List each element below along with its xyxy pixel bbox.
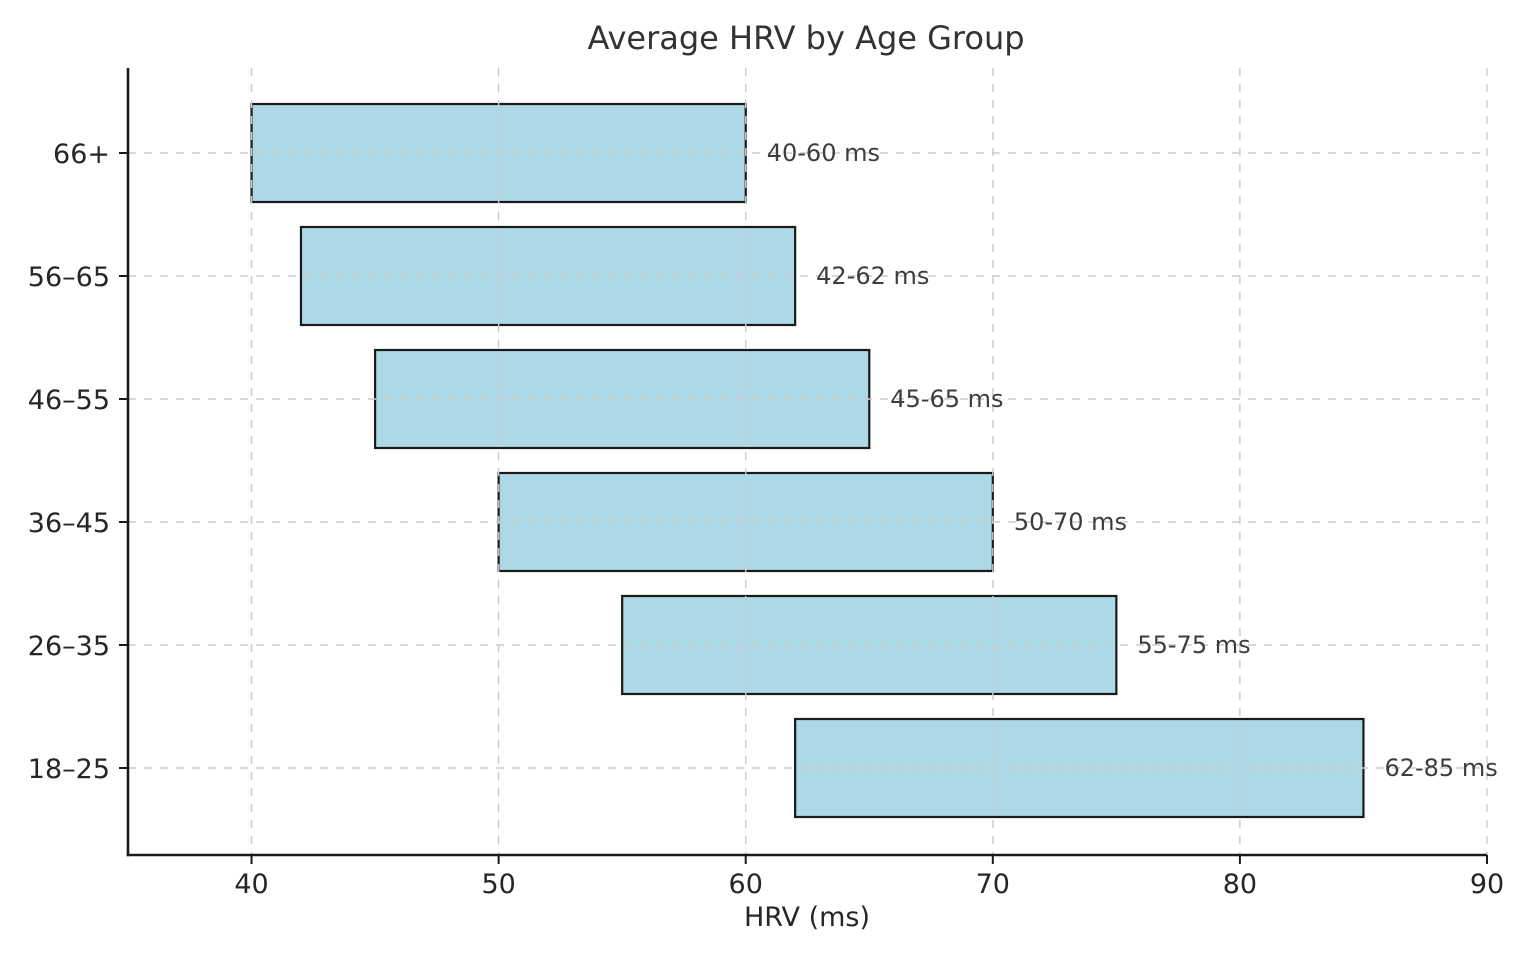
bars-layer xyxy=(250,102,1365,819)
bar-range-label: 50-70 ms xyxy=(1014,508,1127,536)
x-tick-label: 70 xyxy=(976,869,1010,900)
chart-title: Average HRV by Age Group xyxy=(587,19,1024,57)
y-tick-label: 36–45 xyxy=(28,508,110,539)
bar-range-label: 40-60 ms xyxy=(767,139,880,167)
y-tick-label: 26–35 xyxy=(28,631,110,662)
axes-layer xyxy=(119,68,1488,864)
y-tick-label: 56–65 xyxy=(28,262,110,293)
grid-layer xyxy=(128,68,1488,855)
x-axis-title: HRV (ms) xyxy=(744,902,870,933)
x-tick-label: 60 xyxy=(729,869,763,900)
bar-range-label: 62-85 ms xyxy=(1384,754,1497,782)
y-tick-label: 18–25 xyxy=(28,754,110,785)
x-tick-label: 50 xyxy=(481,869,515,900)
y-tick-label: 46–55 xyxy=(28,385,110,416)
bar-range-label: 45-65 ms xyxy=(890,385,1003,413)
y-tick-label: 66+ xyxy=(53,139,110,170)
x-tick-label: 80 xyxy=(1223,869,1257,900)
bar-range-label: 55-75 ms xyxy=(1137,631,1250,659)
bar-range-label: 42-62 ms xyxy=(816,262,929,290)
x-tick-label: 90 xyxy=(1470,869,1504,900)
x-tick-label: 40 xyxy=(234,869,268,900)
labels-layer: 40 50 60 70 80 90 66+ 56–65 46–55 36–45 26–35 18–25… xyxy=(28,139,1504,900)
